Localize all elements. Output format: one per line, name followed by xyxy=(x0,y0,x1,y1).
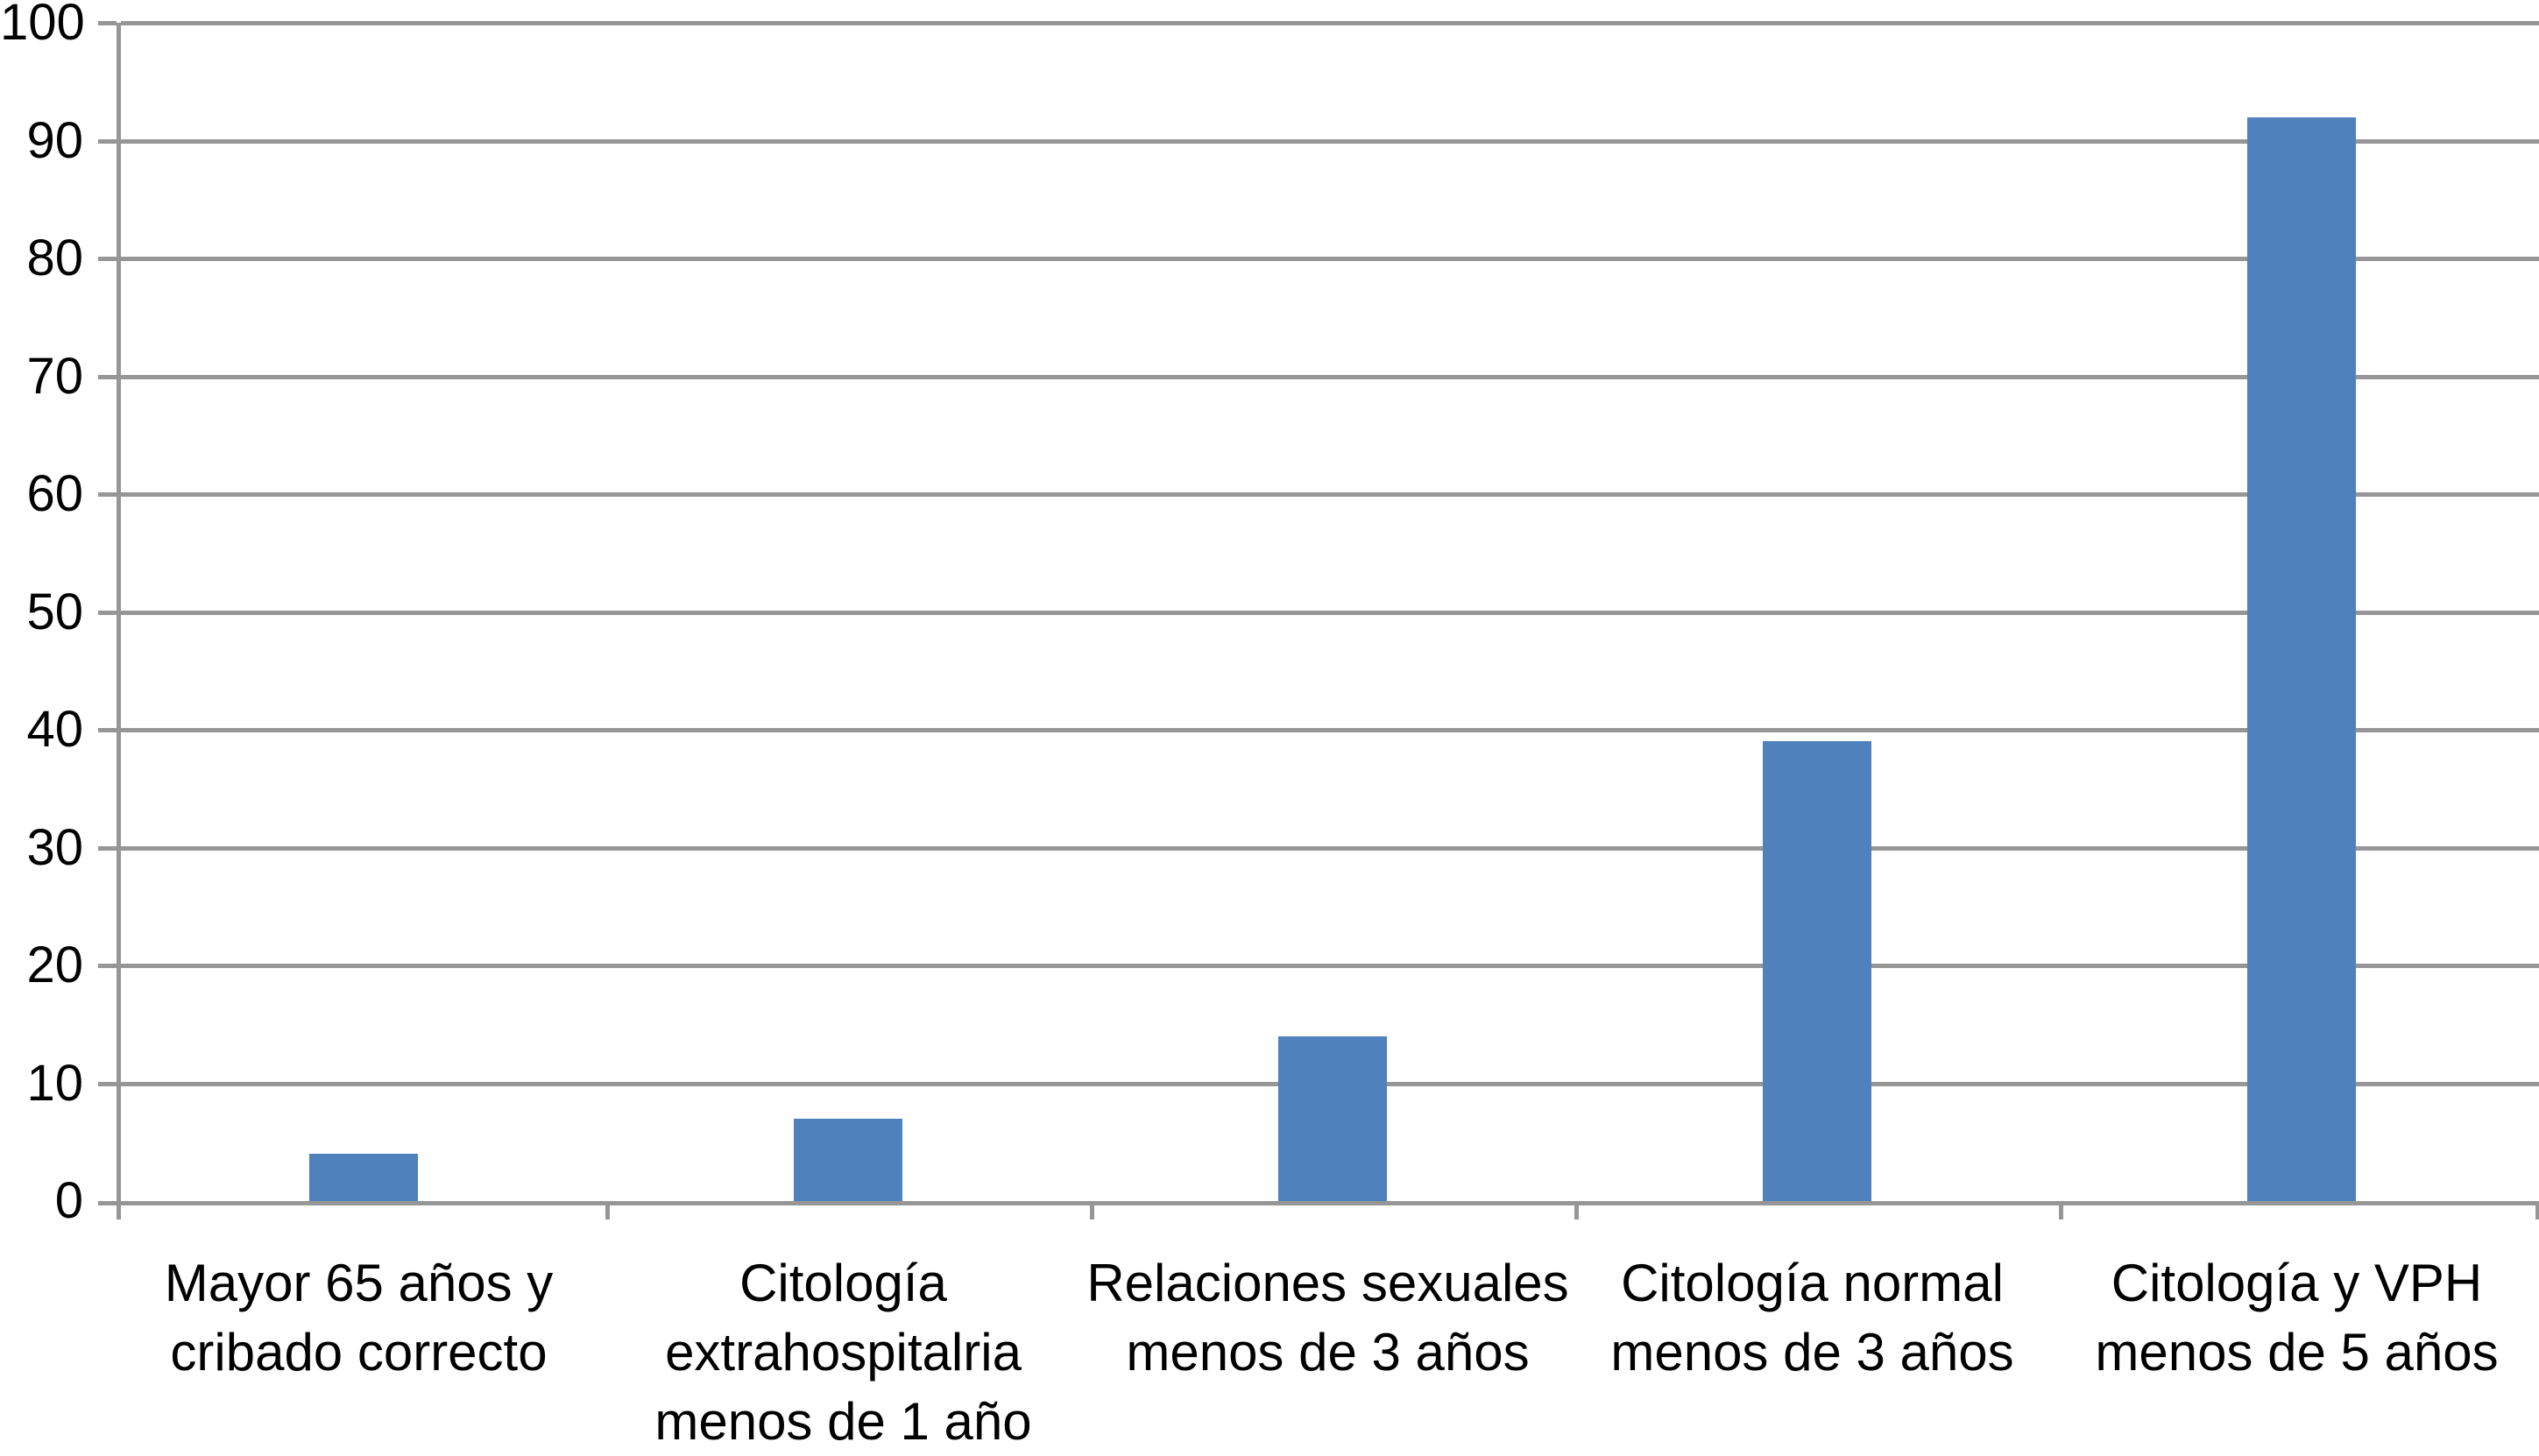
y-axis-tick-label-90: 90 xyxy=(26,111,83,169)
plot-area xyxy=(98,21,2539,1219)
y-axis-tick-label-70: 70 xyxy=(26,347,83,405)
category-label-line: cribado correcto xyxy=(170,1323,548,1382)
x-axis-boundary-tick-4 xyxy=(2059,1201,2063,1219)
x-axis-boundary-tick-2 xyxy=(1090,1201,1094,1219)
gridline-70 xyxy=(121,374,2539,379)
y-axis-tick-label-50: 50 xyxy=(26,583,83,640)
gridline-30 xyxy=(121,845,2539,851)
bar-2 xyxy=(793,1118,902,1201)
y-axis-tick-0 xyxy=(98,1201,117,1205)
bar-1 xyxy=(308,1154,418,1201)
x-axis-category-label-4: Citología normal menos de 3 años xyxy=(1570,1248,2055,1387)
gridline-20 xyxy=(121,964,2539,968)
y-axis-tick-label-0: 0 xyxy=(54,1172,83,1229)
x-axis-origin-tick xyxy=(117,1201,121,1219)
y-axis-tick-60 xyxy=(98,492,117,497)
y-axis-tick-30 xyxy=(98,845,117,851)
x-axis-category-label-1: Mayor 65 años y cribado correcto xyxy=(117,1248,601,1387)
y-axis-tick-label-30: 30 xyxy=(26,818,83,876)
category-label-line: Citología y VPH xyxy=(2111,1254,2483,1312)
y-axis-tick-40 xyxy=(98,728,117,732)
gridline-100 xyxy=(121,21,2539,25)
y-axis-tick-label-60: 60 xyxy=(26,465,83,522)
bar-5 xyxy=(2246,117,2356,1201)
x-axis-category-label-3: Relaciones sexuales menos de 3 años xyxy=(1086,1248,1570,1387)
y-axis-tick-70 xyxy=(98,374,117,379)
category-label-line: Mayor 65 años y xyxy=(164,1254,554,1312)
category-label-line: Citología xyxy=(739,1254,947,1312)
gridline-40 xyxy=(121,728,2539,732)
category-label-line: Citología normal xyxy=(1621,1254,2004,1312)
y-axis-tick-label-40: 40 xyxy=(26,701,83,758)
y-axis-tick-label-10: 10 xyxy=(26,1054,83,1112)
bar-3 xyxy=(1277,1035,1387,1201)
y-axis-tick-50 xyxy=(98,610,117,615)
category-label-line: menos de 5 años xyxy=(2095,1323,2499,1382)
gridline-50 xyxy=(121,610,2539,615)
x-axis-boundary-tick-1 xyxy=(605,1201,610,1219)
category-label-line: menos de 3 años xyxy=(1610,1323,2014,1382)
y-axis-tick-90 xyxy=(98,138,117,144)
x-axis-boundary-tick-5 xyxy=(2535,1201,2539,1219)
gridline-80 xyxy=(121,257,2539,261)
category-label-line: menos de 3 años xyxy=(1126,1323,1530,1382)
category-label-line: Relaciones sexuales xyxy=(1086,1254,1569,1312)
gridline-60 xyxy=(121,492,2539,497)
category-label-line: menos de 1 año xyxy=(654,1392,1032,1451)
y-axis-tick-80 xyxy=(98,257,117,261)
gridline-90 xyxy=(121,138,2539,144)
y-axis-tick-10 xyxy=(98,1081,117,1086)
x-axis-boundary-tick-3 xyxy=(1574,1201,1579,1219)
y-axis-tick-label-20: 20 xyxy=(26,937,83,993)
y-axis-tick-label-100: 100 xyxy=(0,0,85,51)
category-label-line: extrahospitalria xyxy=(665,1323,1022,1382)
bar-4 xyxy=(1762,741,1871,1201)
y-axis-tick-label-80: 80 xyxy=(26,230,83,286)
y-axis-tick-100 xyxy=(98,21,117,25)
x-axis-category-label-5: Citología y VPH menos de 5 años xyxy=(2055,1248,2539,1387)
x-axis-category-label-2: Citología extrahospitalria menos de 1 año xyxy=(601,1248,1086,1456)
y-axis-tick-20 xyxy=(98,964,117,968)
